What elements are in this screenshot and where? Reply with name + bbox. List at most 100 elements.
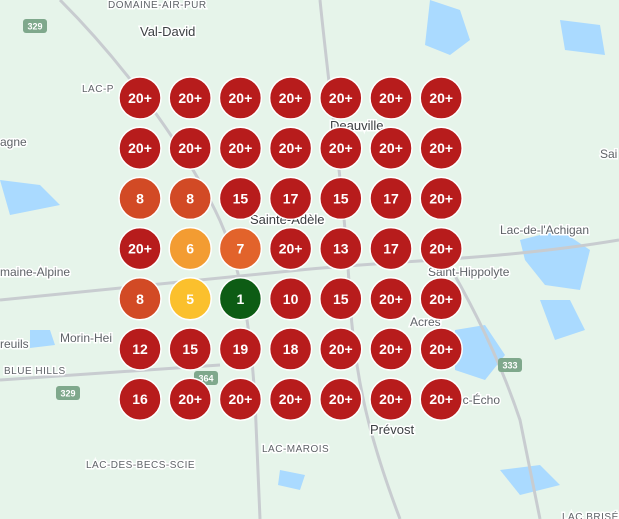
rank-circle: [369, 277, 413, 321]
map-label: ac-Écho: [456, 392, 500, 407]
rank-pin[interactable]: 19: [218, 327, 263, 371]
rank-circle: [118, 176, 162, 221]
rank-label: 15: [333, 291, 349, 307]
road-shield-label: 329: [27, 21, 42, 31]
rank-label: 13: [333, 241, 349, 257]
rank-pin[interactable]: 20+: [168, 377, 212, 421]
rank-pin[interactable]: 20+: [419, 327, 463, 371]
rank-pin[interactable]: 8: [168, 176, 212, 221]
rank-circle: [118, 277, 162, 321]
rank-label: 20+: [279, 391, 303, 407]
rank-circle: [319, 226, 363, 271]
map-label: maine-Alpine: [0, 265, 70, 279]
rank-pin[interactable]: 17: [369, 226, 413, 271]
rank-pin[interactable]: 20+: [118, 76, 162, 120]
rank-circle: [168, 277, 212, 321]
rank-pin[interactable]: 6: [168, 226, 212, 271]
rank-pin[interactable]: 20+: [268, 377, 313, 421]
rank-pin[interactable]: 1: [218, 277, 263, 321]
rank-circle: [319, 126, 363, 170]
rank-pin[interactable]: 20+: [319, 377, 363, 421]
map-label: DOMAINE-AIR-PUR: [108, 0, 207, 11]
rank-circle: [369, 377, 413, 421]
rank-circle: [268, 76, 313, 120]
map-label: LAC BRISÉE: [562, 510, 619, 519]
rank-pin[interactable]: 20+: [419, 126, 463, 170]
rank-pin[interactable]: 20+: [369, 327, 413, 371]
rank-label: 20+: [329, 90, 353, 106]
rank-circle: [319, 176, 363, 221]
map-label: Val-David: [140, 24, 195, 39]
map-label: BLUE HILLS: [4, 366, 66, 377]
rank-circle: [369, 176, 413, 221]
rank-pin[interactable]: 20+: [319, 76, 363, 120]
rank-pin[interactable]: 20+: [369, 126, 413, 170]
rank-label: 20+: [229, 391, 253, 407]
rank-pin[interactable]: 13: [319, 226, 363, 271]
rank-pin[interactable]: 12: [118, 327, 162, 371]
rank-label: 20+: [429, 241, 453, 257]
rank-circle: [118, 377, 162, 421]
rank-label: 20+: [429, 291, 453, 307]
rank-pin[interactable]: 20+: [419, 176, 463, 221]
rank-label: 17: [383, 241, 399, 257]
rank-pin[interactable]: 17: [369, 176, 413, 221]
rank-pin[interactable]: 20+: [369, 277, 413, 321]
rank-label: 20+: [229, 90, 253, 106]
rank-pin[interactable]: 20+: [419, 377, 463, 421]
rank-pin[interactable]: 20+: [268, 76, 313, 120]
rank-pin[interactable]: 5: [168, 277, 212, 321]
rank-circle: [168, 76, 212, 120]
road-shield-label: 364: [198, 373, 213, 383]
rank-pin[interactable]: 20+: [369, 377, 413, 421]
rank-pin[interactable]: 20+: [268, 226, 313, 271]
rank-pin[interactable]: 20+: [218, 76, 263, 120]
rank-pin[interactable]: 16: [118, 377, 162, 421]
rank-pin[interactable]: 20+: [118, 126, 162, 170]
rank-pin[interactable]: 15: [218, 176, 263, 221]
rank-circle: [268, 377, 313, 421]
rank-pin[interactable]: 20+: [369, 76, 413, 120]
rank-pin[interactable]: 10: [268, 277, 313, 321]
rank-pin[interactable]: 15: [168, 327, 212, 371]
rank-label: 15: [333, 190, 349, 206]
rank-label: 20+: [429, 140, 453, 156]
rank-pin[interactable]: 8: [118, 277, 162, 321]
rank-pin[interactable]: 17: [268, 176, 313, 221]
rank-circle: [218, 226, 263, 271]
rank-circle: [268, 277, 313, 321]
rank-pin[interactable]: 20+: [419, 76, 463, 120]
road-shield: [23, 19, 47, 33]
map-label: agne: [0, 135, 27, 149]
rank-pin[interactable]: 20+: [118, 226, 162, 271]
rank-pin[interactable]: 20+: [419, 277, 463, 321]
rank-circle: [369, 226, 413, 271]
rank-pin[interactable]: 20+: [168, 126, 212, 170]
map-label: Prévost: [370, 422, 414, 437]
rank-circle: [168, 377, 212, 421]
rank-pin[interactable]: 20+: [218, 126, 263, 170]
rank-pin[interactable]: 20+: [319, 126, 363, 170]
rank-pin[interactable]: 20+: [419, 226, 463, 271]
rank-label: 8: [186, 190, 194, 206]
rank-circle: [168, 327, 212, 371]
rank-pin[interactable]: 18: [268, 327, 313, 371]
rank-pin[interactable]: 15: [319, 277, 363, 321]
rank-pin[interactable]: 20+: [168, 76, 212, 120]
rank-pin[interactable]: 7: [218, 226, 263, 271]
rank-circle: [218, 176, 263, 221]
rank-label: 20+: [379, 90, 403, 106]
rank-circle: [168, 226, 212, 271]
rank-pin[interactable]: 20+: [218, 377, 263, 421]
rank-label: 6: [186, 241, 194, 257]
rank-label: 20+: [178, 140, 202, 156]
rank-pin[interactable]: 8: [118, 176, 162, 221]
rank-label: 20+: [429, 341, 453, 357]
rank-pin[interactable]: 20+: [268, 126, 313, 170]
rank-pin[interactable]: 20+: [319, 327, 363, 371]
rank-label: 20+: [279, 140, 303, 156]
rank-circle: [118, 76, 162, 120]
rank-label: 20+: [229, 140, 253, 156]
rank-pin[interactable]: 15: [319, 176, 363, 221]
